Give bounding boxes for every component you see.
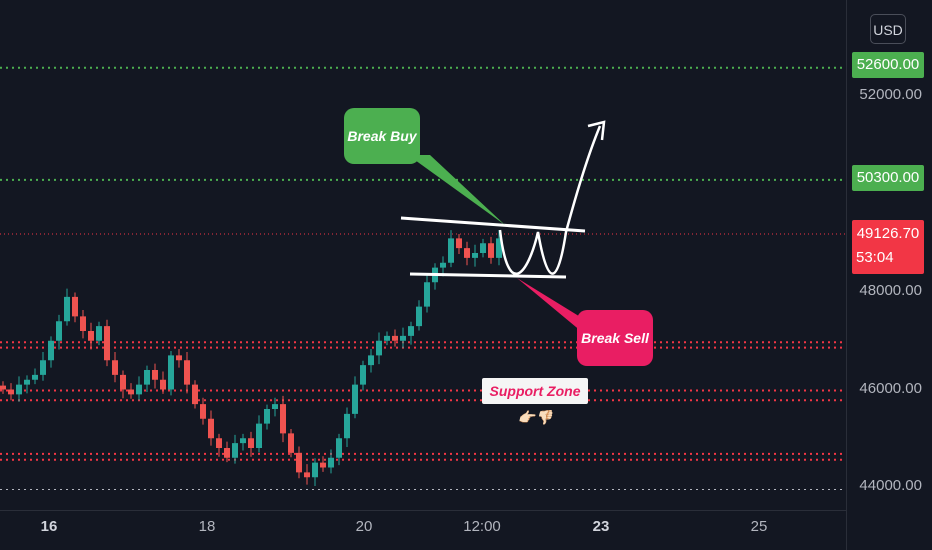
candle-up <box>328 457 334 468</box>
candle-down <box>288 433 294 453</box>
candle-up <box>232 443 238 458</box>
price-tag-50300: 50300.00 <box>852 165 924 191</box>
candle-down <box>0 385 6 390</box>
candle-down <box>120 374 126 390</box>
candle-down <box>192 384 198 405</box>
candle-up <box>96 326 102 341</box>
candle-up <box>264 409 270 424</box>
candle-up <box>40 360 46 375</box>
candle-down <box>392 335 398 341</box>
candle-down <box>456 238 462 249</box>
break-buy-pointer <box>408 155 505 225</box>
candle-up <box>168 355 174 390</box>
candle-down <box>208 418 214 439</box>
resistance-trendline <box>400 216 586 233</box>
candle-down <box>128 389 134 395</box>
break-sell-pointer <box>517 278 582 332</box>
candle-up <box>424 282 430 307</box>
time-label: 16 <box>40 518 58 535</box>
candle-up <box>272 404 278 409</box>
support-trendline <box>409 272 567 279</box>
candle-up <box>416 306 422 327</box>
time-scale[interactable] <box>0 510 846 550</box>
price-axis-label: 46000.00 <box>859 380 922 397</box>
current-price-value: 49126.70 <box>856 225 920 242</box>
candle-down <box>296 452 302 473</box>
price-axis-label: 44000.00 <box>859 477 922 494</box>
price-axis-label: 52000.00 <box>859 86 922 103</box>
candle-down <box>280 404 286 434</box>
candle-up <box>136 384 142 395</box>
candle-up <box>448 238 454 263</box>
candle-down <box>464 248 470 258</box>
support-zone-label[interactable]: Support Zone 👉🏻👎🏻 <box>482 378 588 425</box>
candle-up <box>472 253 478 258</box>
candle-down <box>216 438 222 448</box>
time-label: 18 <box>198 518 216 535</box>
candle-up <box>32 374 38 380</box>
time-label: 12:00 <box>463 518 501 535</box>
break-buy-callout[interactable]: Break Buy <box>344 108 420 164</box>
candle-down <box>112 360 118 375</box>
currency-button[interactable]: USD <box>870 14 906 44</box>
horizontal-levels <box>0 66 846 490</box>
candle-up <box>368 355 374 366</box>
candle-up <box>336 438 342 458</box>
candle-up <box>384 335 390 341</box>
candles <box>0 230 502 487</box>
price-scale[interactable] <box>846 0 932 550</box>
time-label: 20 <box>355 518 373 535</box>
current-price-tag: 49126.70 53:04 <box>852 220 924 274</box>
candle-down <box>200 404 206 419</box>
candle-up <box>240 438 246 444</box>
candle-up <box>360 365 366 385</box>
candle-down <box>304 472 310 478</box>
projection-arrowhead <box>587 120 606 141</box>
candle-down <box>248 438 254 448</box>
candle-up <box>16 384 22 395</box>
candle-down <box>176 355 182 361</box>
candle-up <box>376 340 382 356</box>
candle-down <box>224 448 230 458</box>
candle-up <box>56 321 62 341</box>
candle-down <box>8 389 14 395</box>
candle-up <box>48 340 54 361</box>
projection-path <box>498 125 602 275</box>
candle-up <box>352 384 358 414</box>
candle-up <box>496 238 502 258</box>
candle-down <box>88 331 94 341</box>
candle-up <box>144 370 150 385</box>
candle-down <box>152 370 158 380</box>
candle-up <box>344 413 350 439</box>
candle-up <box>312 462 318 478</box>
candle-countdown: 53:04 <box>856 249 894 266</box>
time-label: 23 <box>592 518 610 535</box>
price-axis-label: 48000.00 <box>859 282 922 299</box>
candle-down <box>80 316 86 331</box>
candle-down <box>160 379 166 390</box>
candle-down <box>320 462 326 468</box>
candle-up <box>24 379 30 385</box>
candle-up <box>440 262 446 268</box>
candle-down <box>72 296 78 317</box>
candle-down <box>104 326 110 361</box>
break-sell-callout[interactable]: Break Sell <box>577 310 653 366</box>
candle-up <box>480 243 486 253</box>
candle-up <box>408 326 414 336</box>
price-tag-52600: 52600.00 <box>852 52 924 78</box>
time-label: 25 <box>750 518 768 535</box>
candle-up <box>256 423 262 448</box>
candle-down <box>184 360 190 385</box>
candle-up <box>400 335 406 341</box>
candle-down <box>488 243 494 258</box>
candle-up <box>64 296 70 322</box>
